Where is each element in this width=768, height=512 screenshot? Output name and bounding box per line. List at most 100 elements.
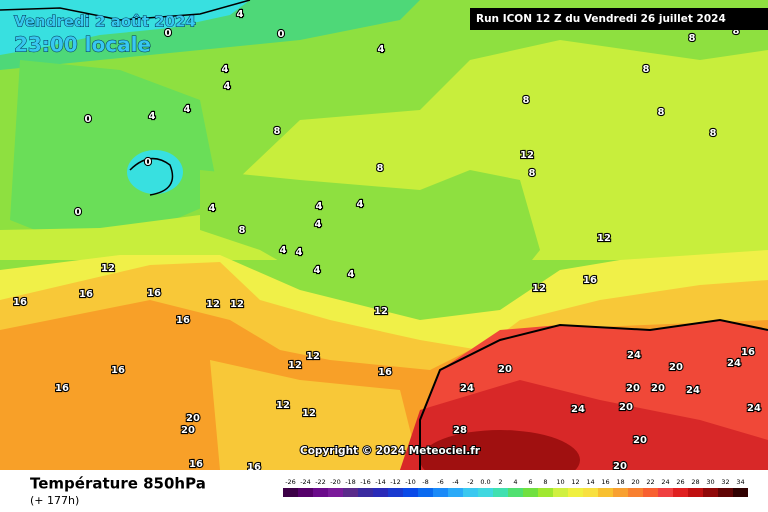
legend-swatch — [703, 488, 718, 497]
contour-label: 12 — [276, 400, 290, 411]
contour-label: 12 — [101, 263, 115, 274]
contour-label: 12 — [532, 283, 546, 294]
legend-swatch — [313, 488, 328, 497]
legend-label: -4 — [452, 478, 458, 486]
contour-label: 8 — [658, 107, 665, 118]
contour-label: 20 — [498, 364, 512, 375]
cold-zone — [10, 60, 220, 240]
contour-label: 4 — [224, 81, 231, 92]
contour-label: 20 — [633, 435, 647, 446]
warm-zone — [210, 360, 420, 470]
contour-label: 20 — [613, 461, 627, 472]
legend-label: 18 — [616, 478, 624, 486]
legend-swatch — [733, 488, 748, 497]
legend-swatch — [298, 488, 313, 497]
legend-label: -6 — [437, 478, 443, 486]
contour-label: 8 — [274, 126, 281, 137]
legend-swatch — [688, 488, 703, 497]
contour-label: 20 — [651, 383, 665, 394]
contour-label: 16 — [176, 315, 190, 326]
color-legend: -26 -24 -22 -20 -18 -16 -14 -12 -10 -8 -6 -4 -2 0.0 2 4… — [283, 478, 748, 497]
legend-label: 32 — [721, 478, 729, 486]
legend-label: -12 — [390, 478, 401, 486]
legend-label: -8 — [422, 478, 428, 486]
legend-label: 10 — [556, 478, 564, 486]
legend-swatch — [598, 488, 613, 497]
contour-label: 4 — [357, 199, 364, 210]
contour-label: 16 — [55, 383, 69, 394]
legend-swatch — [343, 488, 358, 497]
contour-label: 24 — [460, 383, 474, 394]
contour-label: 12 — [597, 233, 611, 244]
contour-label: 20 — [181, 425, 195, 436]
legend-swatch — [628, 488, 643, 497]
legend-swatch — [418, 488, 433, 497]
mild-zone — [0, 40, 768, 260]
contour-label: 0 — [145, 157, 152, 168]
legend-label: 6 — [528, 478, 532, 486]
mild-zone — [200, 170, 540, 300]
contour-label: 4 — [237, 9, 244, 20]
legend-label: -20 — [330, 478, 341, 486]
contour-label: 8 — [529, 168, 536, 179]
legend-label: 20 — [631, 478, 639, 486]
legend-label: 14 — [586, 478, 594, 486]
contour-label: 12 — [230, 299, 244, 310]
legend-swatch — [463, 488, 478, 497]
legend-label: 22 — [646, 478, 654, 486]
legend-label: 0.0 — [480, 478, 490, 486]
contour-label: 12 — [374, 306, 388, 317]
legend-swatch — [403, 488, 418, 497]
run-info: Run ICON 12 Z du Vendredi 26 juillet 202… — [476, 13, 726, 25]
contour-label: 12 — [206, 299, 220, 310]
forecast-time: 23:00 locale — [14, 33, 151, 57]
contour-label: 0 — [85, 114, 92, 125]
legend-swatch — [328, 488, 343, 497]
contour-label: 20 — [619, 402, 633, 413]
contour-label: 0 — [75, 207, 82, 218]
contour-label: 4 — [222, 64, 229, 75]
contour-label: 16 — [13, 297, 27, 308]
contour-label: 4 — [209, 203, 216, 214]
forecast-date: Vendredi 2 août 2024 — [14, 13, 196, 31]
contour-label: 8 — [377, 163, 384, 174]
legend-swatch — [718, 488, 733, 497]
contour-label: 24 — [627, 350, 641, 361]
legend-label: 2 — [498, 478, 502, 486]
lead-time: (+ 177h) — [30, 494, 79, 507]
contour-label: 12 — [288, 360, 302, 371]
legend-label: -10 — [405, 478, 416, 486]
legend-swatch — [508, 488, 523, 497]
copyright: Copyright © 2024 Meteociel.fr — [300, 445, 481, 457]
contour-label: 4 — [184, 104, 191, 115]
contour-label: 16 — [111, 365, 125, 376]
legend-label: 28 — [691, 478, 699, 486]
contour-label: 12 — [306, 351, 320, 362]
legend-swatch — [673, 488, 688, 497]
contour-label: 20 — [626, 383, 640, 394]
legend-swatch — [568, 488, 583, 497]
contour-label: 0 — [165, 28, 172, 39]
isotherm — [419, 318, 768, 470]
legend-label: -22 — [315, 478, 326, 486]
legend-label: -26 — [285, 478, 296, 486]
legend-label: 26 — [676, 478, 684, 486]
contour-label: 16 — [583, 275, 597, 286]
legend-label: -14 — [375, 478, 386, 486]
legend-label: -16 — [360, 478, 371, 486]
contour-label: 24 — [686, 385, 700, 396]
legend-swatch — [448, 488, 463, 497]
contour-label: 8 — [733, 26, 740, 37]
contour-label: 4 — [378, 44, 385, 55]
legend-label: 12 — [571, 478, 579, 486]
legend-swatch — [493, 488, 508, 497]
contour-label: 16 — [79, 289, 93, 300]
contour-label: 8 — [710, 128, 717, 139]
contour-label: 16 — [741, 347, 755, 358]
contour-label: 4 — [296, 247, 303, 258]
legend-swatch — [283, 488, 298, 497]
contour-label: 20 — [186, 413, 200, 424]
contour-label: 4 — [314, 265, 321, 276]
legend-swatch — [523, 488, 538, 497]
